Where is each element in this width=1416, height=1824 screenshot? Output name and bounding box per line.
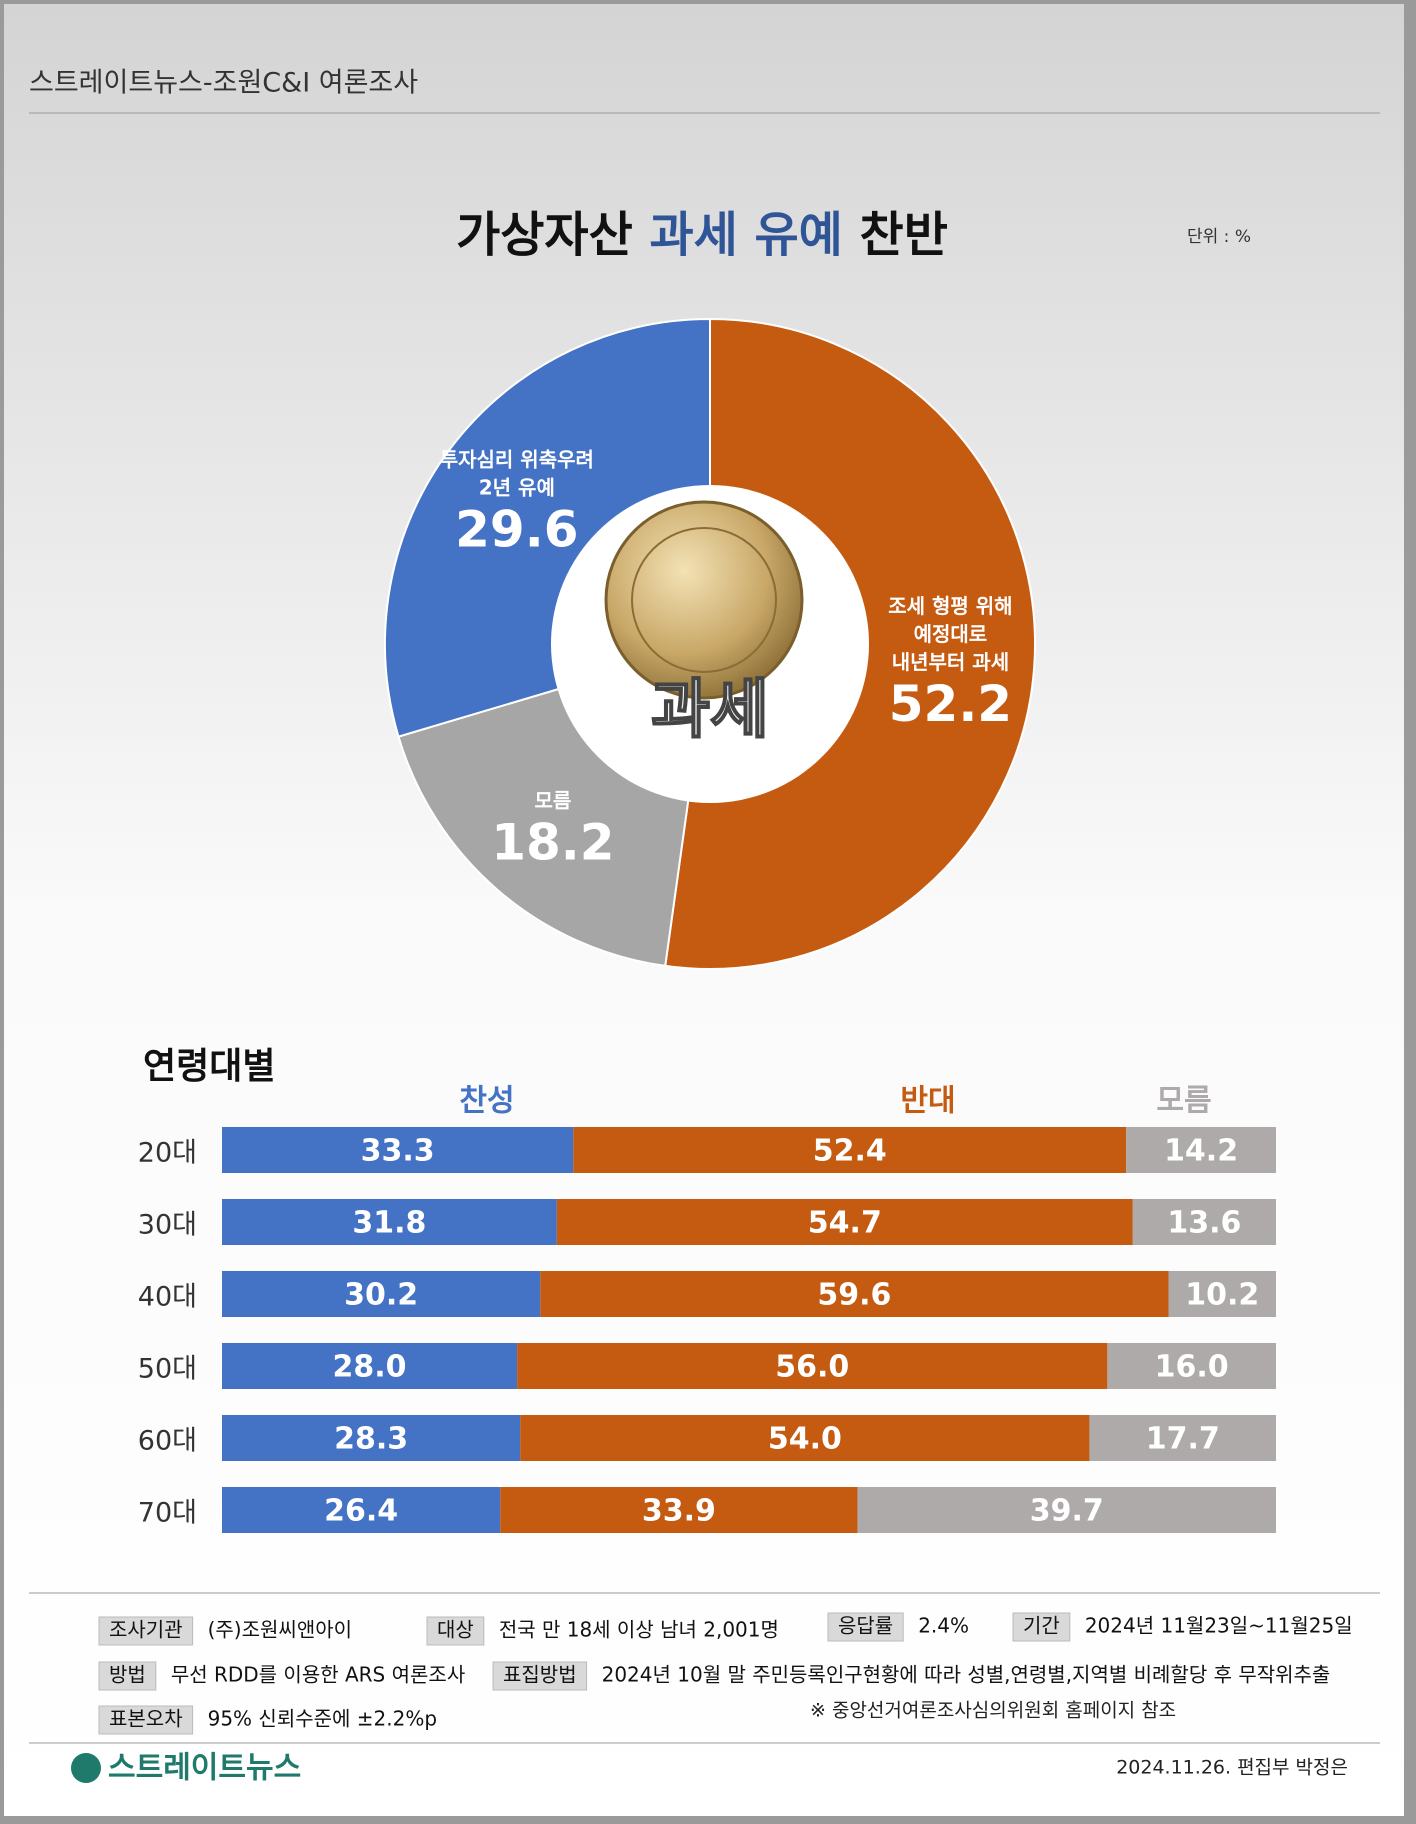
bar-segment [1107,1343,1276,1389]
bar-segment [556,1199,1133,1245]
row-label: 40대 [138,1282,197,1313]
chart-title: 가상자산 과세 유예 찬반 [456,207,948,263]
coin [604,500,804,700]
slice-label: 예정대로 [914,622,988,646]
info-text: 2024년 10월 말 주민등록인구현황에 따라 성별,연령별,지역별 비례할당… [602,1663,1331,1687]
info-label-box [98,1661,157,1691]
logo-mark [71,1753,101,1783]
bar-segment [222,1487,501,1533]
row-label: 50대 [138,1354,197,1385]
bar-segment [517,1343,1108,1389]
bar-value: 28.0 [333,1350,407,1385]
info-label-box [827,1612,904,1642]
note: ※ 중앙선거여론조사심의위원회 홈페이지 참조 [810,1700,1176,1722]
info-label-box [426,1616,485,1646]
legend-label: 모름 [1156,1084,1211,1119]
slice-label: 모름 [535,788,572,812]
info-label-box [98,1705,194,1735]
slice-label: 조세 형평 위해 [888,594,1012,618]
bar-value: 33.3 [361,1134,435,1169]
bar-value: 31.8 [352,1206,426,1241]
bar-segment [222,1127,574,1173]
info-text: 2024년 11월23일~11월25일 [1085,1614,1353,1638]
slice-label: 2년 유예 [479,475,555,499]
bar-value: 28.3 [334,1422,408,1457]
header: 스트레이트뉴스-조원C&I 여론조사 [29,68,418,99]
bar-segment [520,1415,1090,1461]
credit: 2024.11.26. 편집부 박정은 [1116,1757,1348,1779]
bar-segment [540,1271,1169,1317]
slice-label: 내년부터 과세 [892,650,1009,674]
slice-value: 18.2 [491,813,614,871]
row-label: 20대 [138,1138,197,1169]
info-label-box [98,1616,194,1646]
info-label-box [492,1661,588,1691]
info-label: 방법 [109,1663,146,1687]
bar-segment [222,1343,518,1389]
info-label-box [1012,1612,1071,1642]
bar-value: 30.2 [344,1278,418,1313]
center-label: 과세 [651,674,769,748]
bar-value: 39.7 [1030,1494,1104,1529]
info-label: 표집방법 [503,1663,577,1687]
info-text: 전국 만 18세 이상 남녀 2,001명 [499,1618,779,1642]
bar-value: 59.6 [817,1278,891,1313]
bar-segment [222,1415,521,1461]
bar-segment [1132,1199,1276,1245]
slice-value: 52.2 [889,675,1012,733]
info-label: 기간 [1023,1614,1060,1638]
legend-label: 반대 [900,1084,955,1119]
bar-value: 17.7 [1146,1422,1220,1457]
slice-label: 투자심리 위축우려 [440,447,594,471]
bar-segment [573,1127,1127,1173]
bar-value: 54.0 [768,1422,842,1457]
legend-label: 찬성 [459,1084,514,1119]
title-part: 과세 유예 [649,207,842,263]
info-text: (주)조원씨앤아이 [208,1618,352,1642]
bar-value: 54.7 [808,1206,882,1241]
bar-value: 14.2 [1164,1134,1238,1169]
row-label: 60대 [138,1426,197,1457]
bar-value: 52.4 [813,1134,887,1169]
bar-value: 16.0 [1155,1350,1229,1385]
info-label: 응답률 [838,1614,893,1638]
row-label: 70대 [138,1498,197,1529]
bar-value: 26.4 [324,1494,398,1529]
bar-segment [1168,1271,1276,1317]
row-label: 30대 [138,1210,197,1241]
bar-segment [222,1199,557,1245]
bar-segment [500,1487,858,1533]
bar-value: 33.9 [642,1494,716,1529]
info-label: 조사기관 [109,1618,183,1642]
info-text: 무선 RDD를 이용한 ARS 여론조사 [171,1663,465,1687]
title-part: 찬반 [860,207,948,263]
bar-value: 10.2 [1185,1278,1259,1313]
bar-segment [1126,1127,1276,1173]
info-text: 95% 신뢰수준에 ±2.2%p [208,1707,437,1731]
coin-inner [631,527,777,673]
info-label: 표본오차 [109,1707,183,1731]
info-label: 대상 [437,1618,474,1642]
chart-title: 연령대별 [143,1046,275,1087]
bar-segment [857,1487,1276,1533]
logo: 스트레이트뉴스 [108,1751,301,1786]
bar-segment [222,1271,541,1317]
footer: ※ 중앙선거여론조사심의위원회 홈페이지 참조 스트레이트뉴스 2024.11.… [29,1592,1380,1786]
bar-value: 56.0 [775,1350,849,1385]
slice-value: 29.6 [455,500,578,558]
info-text: 2.4% [918,1614,969,1638]
bar-value: 13.6 [1167,1206,1241,1241]
unit-label: 단위 : % [1187,227,1251,247]
bar-segment [1089,1415,1276,1461]
title-part: 가상자산 [456,207,633,263]
